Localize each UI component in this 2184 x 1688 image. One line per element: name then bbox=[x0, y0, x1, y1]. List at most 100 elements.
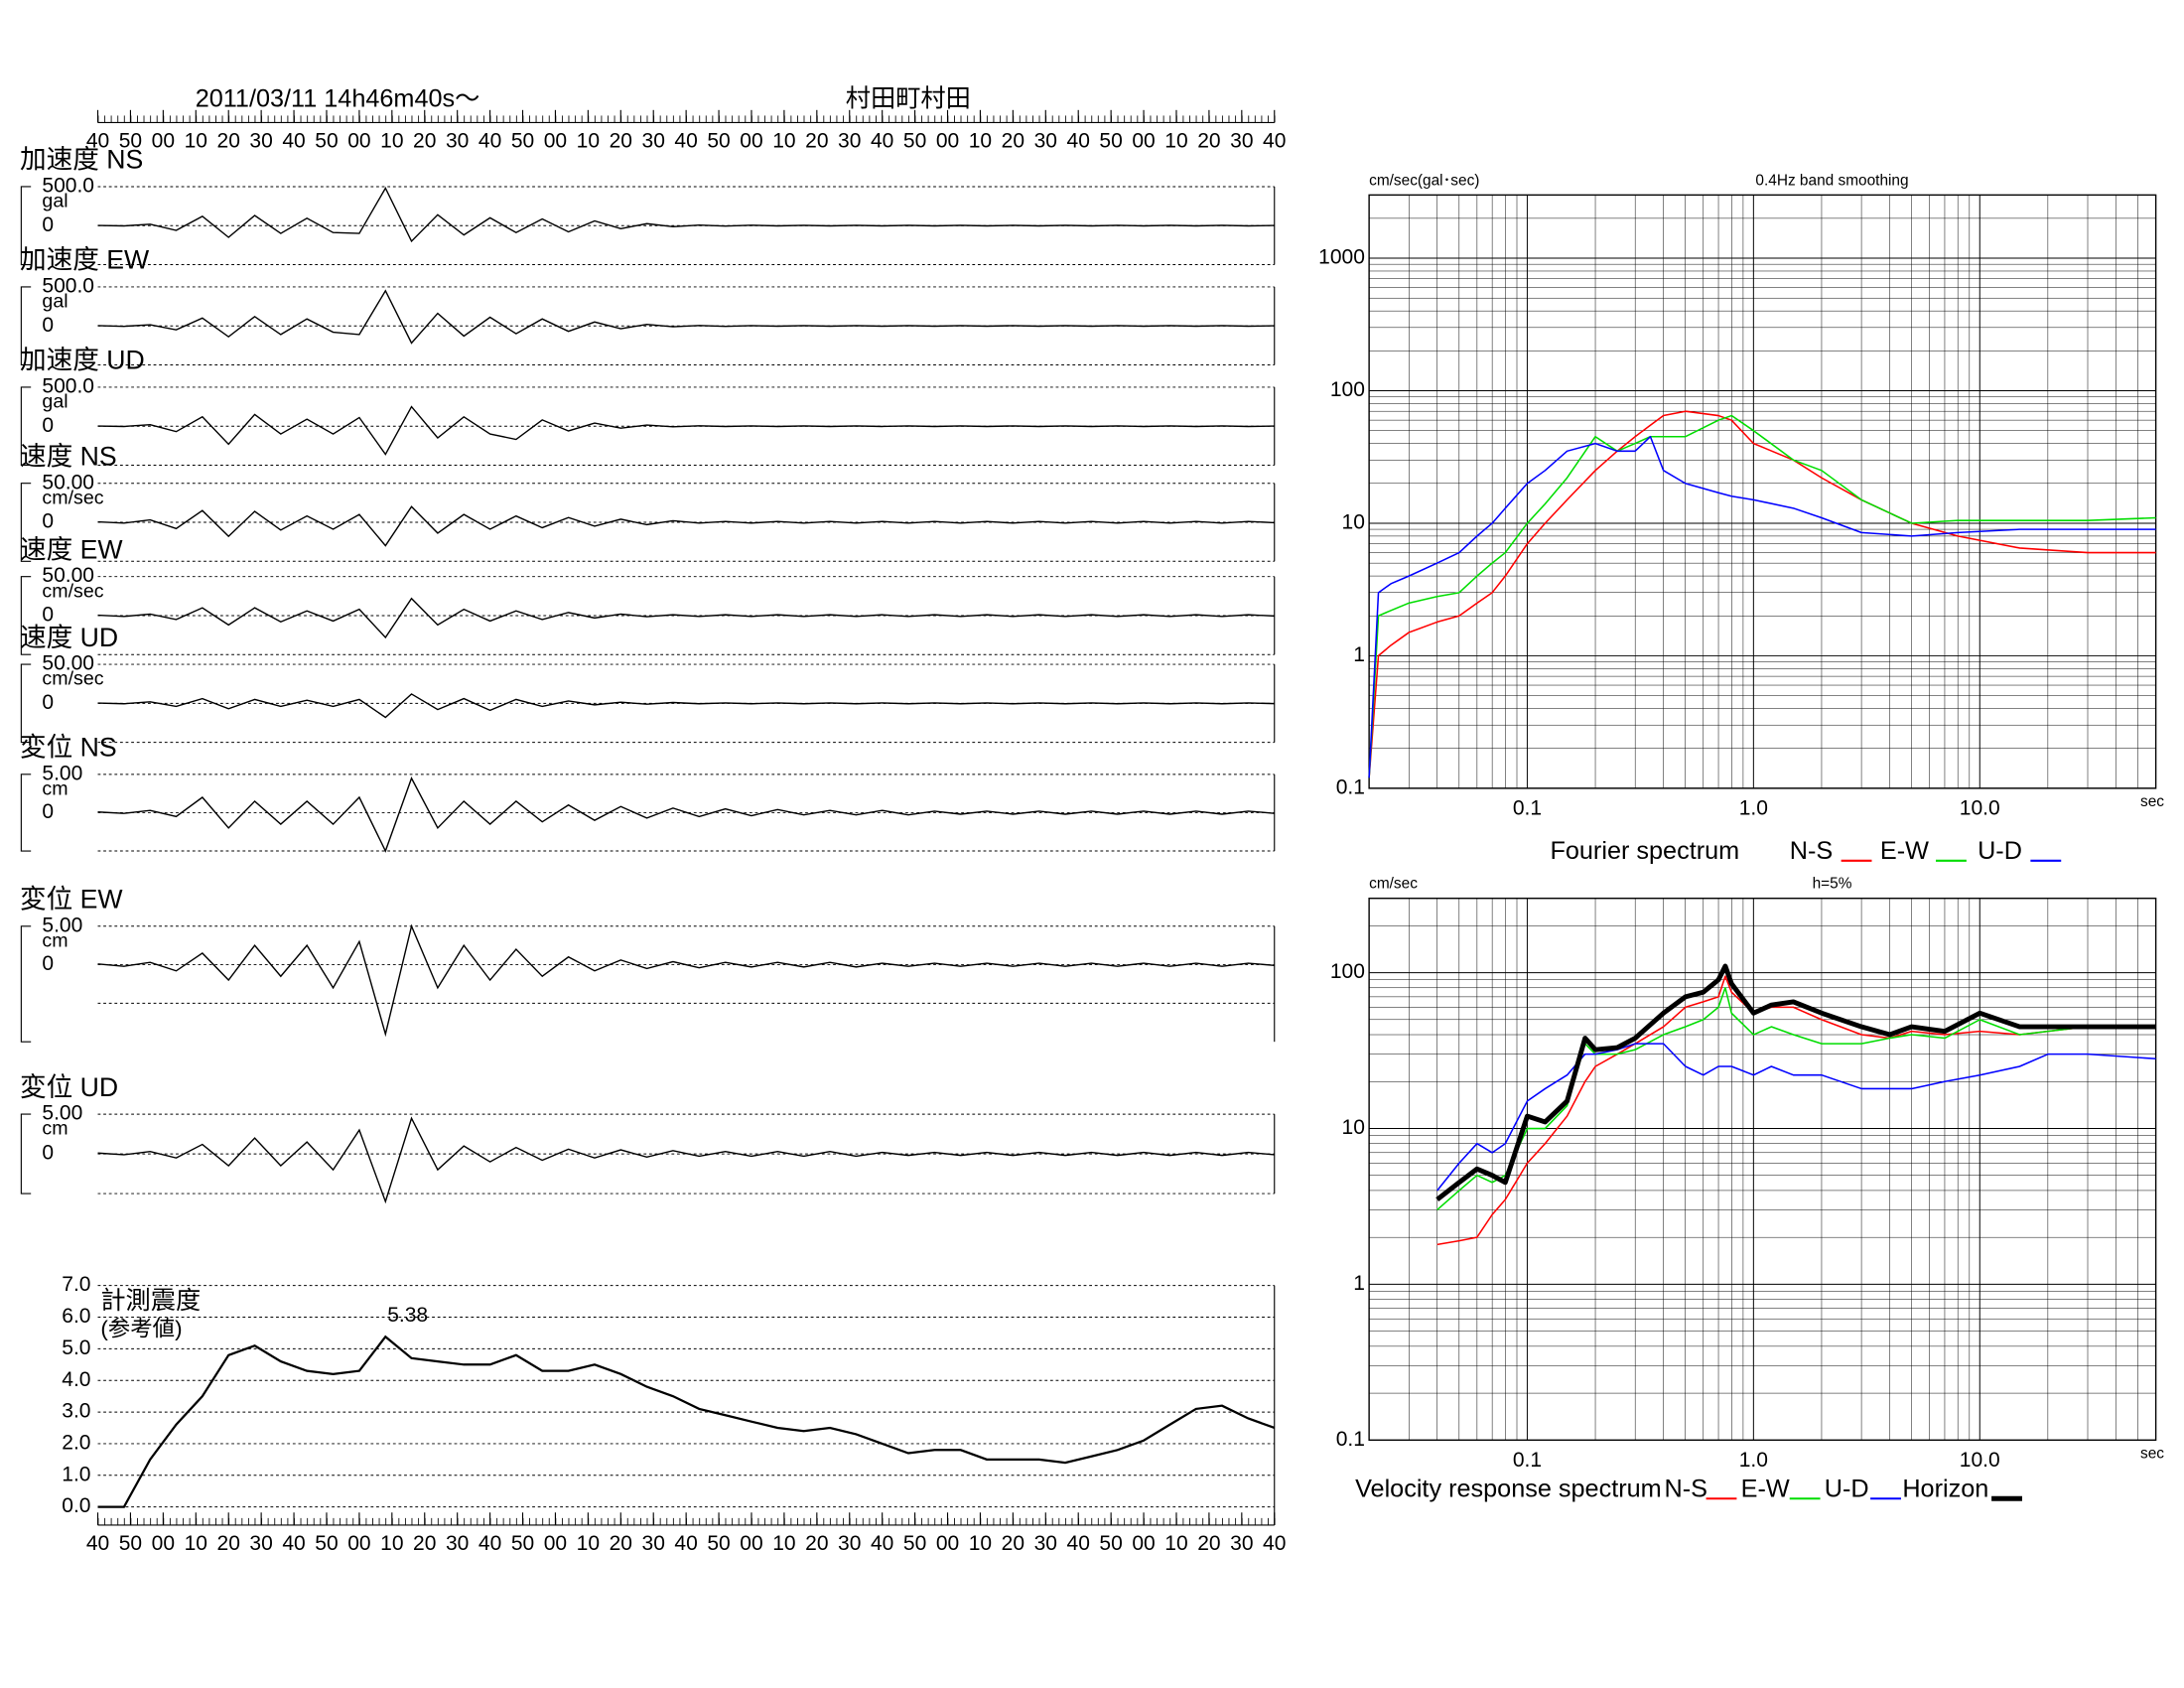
trace-label: 変位 NS bbox=[20, 733, 117, 763]
station-name: 村田町村田 bbox=[846, 85, 971, 113]
chart-title: Fourier spectrum bbox=[1550, 837, 1739, 865]
unit-label: cm bbox=[42, 1118, 68, 1140]
waveform bbox=[97, 405, 1275, 456]
x-tick-label: 00 bbox=[936, 130, 959, 153]
x-tick-label: 00 bbox=[152, 130, 175, 153]
x-tick-label: 40 bbox=[86, 1532, 109, 1555]
x-tick-label: 40 bbox=[282, 130, 305, 153]
x-tick-label: 10 bbox=[577, 1532, 600, 1555]
y-tick-label: 100 bbox=[1330, 960, 1365, 983]
x-tick-label: 30 bbox=[249, 130, 272, 153]
x-tick-label: 50 bbox=[511, 1532, 534, 1555]
waveform bbox=[97, 923, 1275, 1038]
spectrum-line bbox=[1435, 963, 2156, 1202]
trace-label: 変位 UD bbox=[20, 1072, 118, 1102]
spectrum-line bbox=[1436, 1043, 2156, 1192]
x-tick-label: 10 bbox=[1164, 1532, 1187, 1555]
y-tick-label: 0 bbox=[42, 414, 54, 437]
x-tick-label: 30 bbox=[249, 1532, 272, 1555]
x-tick-label: 10 bbox=[185, 1532, 207, 1555]
legend-label: N-S bbox=[1664, 1475, 1706, 1502]
x-tick-label: 00 bbox=[347, 1532, 370, 1555]
x-tick-label: 50 bbox=[707, 1532, 730, 1555]
bracket bbox=[20, 186, 32, 266]
x-tick-label: 00 bbox=[347, 130, 370, 153]
spectrum-line bbox=[1368, 435, 2156, 778]
waveform bbox=[97, 776, 1275, 853]
x-tick-label: 1.0 bbox=[1739, 796, 1768, 819]
bracket bbox=[20, 663, 32, 744]
y-tick-label: 0 bbox=[42, 691, 54, 714]
trace-label: 加速度 NS bbox=[20, 145, 143, 175]
x-tick-label: 10.0 bbox=[1960, 1449, 2000, 1472]
x-tick-label: 50 bbox=[119, 130, 142, 153]
x-tick-label: 10 bbox=[380, 1532, 403, 1555]
y-tick-label: 10 bbox=[1342, 511, 1365, 534]
y-tick-label: 500.0 bbox=[42, 275, 94, 298]
x-tick-label: 30 bbox=[838, 130, 861, 153]
x-tick-label: 40 bbox=[1067, 130, 1090, 153]
y-tick-label: 1.0 bbox=[62, 1463, 90, 1485]
bracket bbox=[20, 576, 32, 655]
y-tick-label: 5.0 bbox=[62, 1336, 90, 1359]
bracket bbox=[20, 286, 32, 366]
waveform bbox=[97, 289, 1275, 345]
x-tick-label: 10 bbox=[577, 130, 600, 153]
y-tick-label: 0 bbox=[42, 800, 54, 823]
y-tick-label: 1 bbox=[1353, 1272, 1365, 1295]
x-tick-label: 20 bbox=[805, 1532, 828, 1555]
x-tick-label: 30 bbox=[446, 130, 469, 153]
x-tick-label: 00 bbox=[740, 1532, 762, 1555]
y-tick-label: 1 bbox=[1353, 643, 1365, 666]
x-tick-label: 20 bbox=[610, 130, 632, 153]
chart-title: Velocity response spectrum bbox=[1355, 1475, 1662, 1502]
bracket bbox=[20, 774, 32, 852]
x-tick-label: 40 bbox=[674, 1532, 697, 1555]
x-tick-label: 50 bbox=[903, 1532, 926, 1555]
waveform bbox=[97, 597, 1275, 639]
unit-label: cm/sec bbox=[42, 487, 103, 508]
y-tick-label: 0.1 bbox=[1336, 1428, 1365, 1451]
x-tick-label: 00 bbox=[544, 1532, 567, 1555]
x-tick-label: 20 bbox=[413, 130, 436, 153]
waveform bbox=[97, 187, 1275, 243]
ruler-band bbox=[97, 115, 1277, 123]
x-tick-label: 10 bbox=[185, 130, 207, 153]
y-tick-label: 5.00 bbox=[42, 914, 82, 936]
y-tick-label: 2.0 bbox=[62, 1431, 90, 1454]
x-tick-label: 40 bbox=[86, 130, 109, 153]
y-tick-label: 500.0 bbox=[42, 374, 94, 397]
x-tick-label: 30 bbox=[1230, 1532, 1253, 1555]
legend-label: E-W bbox=[1741, 1475, 1790, 1502]
y-tick-label: 4.0 bbox=[62, 1368, 90, 1391]
x-tick-label: 10 bbox=[1164, 130, 1187, 153]
y-tick-label: 0 bbox=[42, 213, 54, 236]
legend-label: E-W bbox=[1880, 837, 1929, 865]
x-tick-label: 0.1 bbox=[1513, 796, 1542, 819]
x-tick-label: 30 bbox=[1230, 130, 1253, 153]
y-tick-label: 6.0 bbox=[62, 1305, 90, 1328]
trace-label: 速度 NS bbox=[20, 442, 117, 472]
trace-label: 加速度 EW bbox=[20, 245, 150, 275]
x-tick-label: 40 bbox=[1263, 130, 1286, 153]
intensity-line bbox=[97, 1335, 1276, 1508]
x-tick-label: 50 bbox=[315, 1532, 338, 1555]
y-tick-label: 0.1 bbox=[1336, 775, 1365, 798]
y-axis-label: (参考値) bbox=[100, 1316, 182, 1340]
y-tick-label: 50.00 bbox=[42, 471, 94, 493]
unit-label: gal bbox=[42, 291, 68, 313]
x-tick-label: 00 bbox=[1132, 130, 1155, 153]
y-tick-label: 10 bbox=[1342, 1116, 1365, 1139]
x-tick-label: 20 bbox=[1002, 130, 1024, 153]
x-tick-label: 50 bbox=[903, 130, 926, 153]
x-tick-label: 0.1 bbox=[1513, 1449, 1542, 1472]
x-tick-label: 30 bbox=[838, 1532, 861, 1555]
bracket bbox=[20, 483, 32, 562]
unit-label: cm bbox=[42, 777, 68, 799]
bracket bbox=[20, 386, 32, 467]
x-tick-label: 30 bbox=[642, 1532, 665, 1555]
x-tick-label: 00 bbox=[152, 1532, 175, 1555]
subtitle: 0.4Hz band smoothing bbox=[1755, 172, 1908, 189]
x-tick-label: 20 bbox=[1002, 1532, 1024, 1555]
